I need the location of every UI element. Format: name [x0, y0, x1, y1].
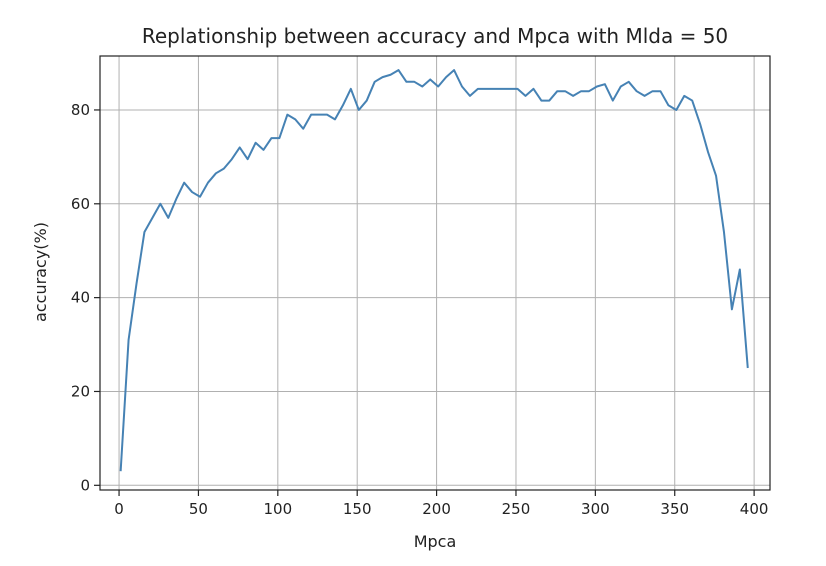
plot-frame	[99, 55, 771, 491]
x-axis-ticks: 0 50 100 150 200 250 300 350 400	[114, 490, 768, 518]
x-axis-label: Mpca	[414, 532, 457, 551]
chart-title: Replationship between accuracy and Mpca …	[142, 24, 728, 48]
series-line	[119, 69, 749, 472]
y-tick-label: 40	[71, 289, 90, 307]
x-tick-label: 50	[189, 500, 208, 518]
x-tick-label: 150	[343, 500, 372, 518]
x-tick-label: 350	[660, 500, 689, 518]
y-tick-label: 80	[71, 101, 90, 119]
y-axis-label: accuracy(%)	[31, 222, 50, 322]
x-tick-label: 200	[422, 500, 451, 518]
y-tick-label: 60	[71, 195, 90, 213]
y-tick-label: 0	[80, 476, 90, 494]
y-tick-label: 20	[71, 382, 90, 400]
y-axis-ticks: 0 20 40 60 80	[71, 101, 100, 494]
plot-area	[119, 69, 749, 472]
x-tick-label: 300	[581, 500, 610, 518]
x-tick-label: 0	[114, 500, 124, 518]
x-tick-label: 400	[740, 500, 769, 518]
grid-lines	[100, 56, 770, 490]
x-tick-label: 100	[263, 500, 292, 518]
x-tick-label: 250	[502, 500, 531, 518]
